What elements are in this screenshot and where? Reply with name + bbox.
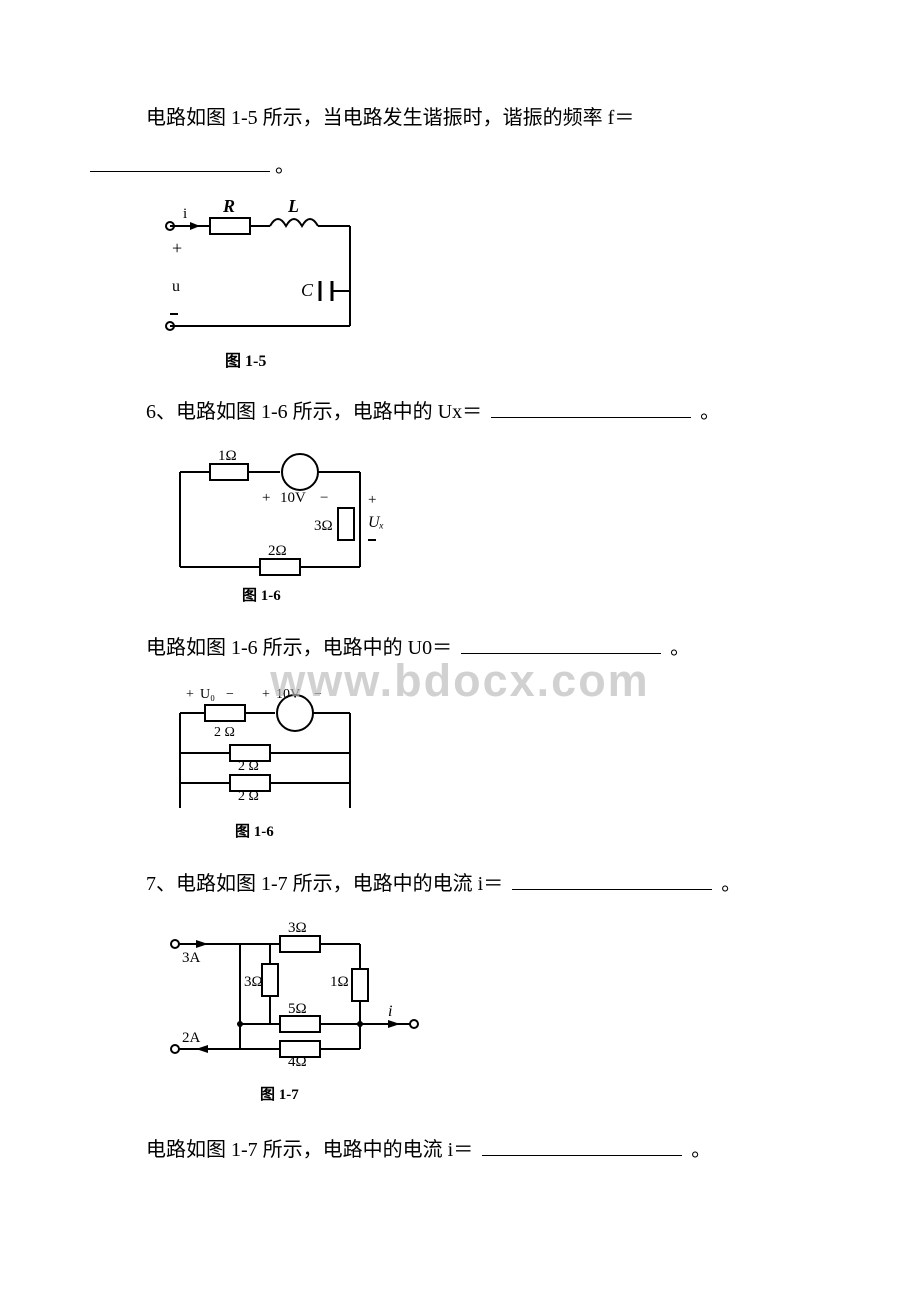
lbl-plus10b: + (262, 687, 270, 702)
q7b-text: 电路如图 1-7 所示，电路中的电流 i＝ (146, 1139, 473, 1161)
q6-line: 6、电路如图 1-6 所示，电路中的 Ux＝ 。 (90, 394, 830, 430)
q7-blank (512, 870, 712, 890)
lbl-2Ω-c: 2 Ω (238, 789, 259, 804)
lbl-L: L (287, 196, 299, 216)
q7b-blank (482, 1136, 682, 1156)
q6-blank (491, 398, 691, 418)
lbl-2Ω-b: 2 Ω (238, 759, 259, 774)
lbl-3A: 3A (182, 950, 201, 966)
q5-text: 电路如图 1-5 所示，当电路发生谐振时，谐振的频率 f＝ (146, 107, 634, 129)
lbl-plus: + (172, 238, 182, 258)
q7-text: 7、电路如图 1-7 所示，电路中的电流 i＝ (146, 873, 503, 895)
q6b-text: 电路如图 1-6 所示，电路中的 U0＝ (146, 637, 452, 659)
q7b-line: 电路如图 1-7 所示，电路中的电流 i＝ 。 (90, 1132, 830, 1168)
lbl-i7: i (388, 1003, 392, 1020)
lbl-plus6: + (262, 490, 270, 506)
lbl-minus6: − (320, 490, 328, 506)
lbl-C: C (301, 280, 314, 300)
lbl-u0: U₀ (200, 687, 215, 702)
q5-line1: 电路如图 1-5 所示，当电路发生谐振时，谐振的频率 f＝ (90, 100, 830, 136)
lbl-ux: Uₓ (368, 514, 384, 531)
fig-1-6b-caption: 图 1-6 (235, 823, 274, 840)
lbl-1Ω: 1Ω (330, 974, 349, 990)
figure-1-7: 3A 3Ω 3Ω 1Ω 5Ω 4Ω 2A i 图 1-7 (150, 914, 830, 1114)
lbl-plus-u0: + (186, 687, 194, 702)
lbl-R: R (222, 196, 235, 216)
lbl-10v: 10V (280, 490, 306, 506)
lbl-minus10b: − (314, 687, 322, 702)
fig-1-7-caption: 图 1-7 (260, 1086, 299, 1103)
lbl-2A: 2A (182, 1030, 201, 1046)
lbl-4Ω: 4Ω (288, 1054, 307, 1070)
lbl-3Ω-top: 3Ω (288, 920, 307, 936)
figure-1-6a: 1Ω + 10V − 3Ω + Uₓ 2Ω 图 1-6 (150, 442, 830, 612)
q7b-period: 。 (691, 1139, 711, 1161)
q5-line2: 。 (90, 148, 830, 184)
lbl-2Ω-a: 2 Ω (214, 725, 235, 740)
q5-period: 。 (275, 155, 295, 177)
lbl-5Ω: 5Ω (288, 1001, 307, 1017)
lbl-i: i (183, 206, 187, 222)
q6-period: 。 (700, 401, 720, 423)
q7-line: 7、电路如图 1-7 所示，电路中的电流 i＝ 。 (90, 866, 830, 902)
lbl-minus-u0: − (226, 687, 234, 702)
lbl-u: u (172, 278, 180, 295)
lbl-plus-ux: + (368, 492, 376, 508)
q6b-line: 电路如图 1-6 所示，电路中的 U0＝ 。 (90, 630, 830, 666)
lbl-1ohm: 1Ω (218, 448, 237, 464)
lbl-10vb: 10V (276, 687, 300, 702)
figure-1-6b: + U₀ − + 10V − 2 Ω 2 Ω 2 Ω 图 1-6 (150, 678, 830, 848)
fig-1-5-caption: 图 1-5 (225, 352, 266, 370)
lbl-3ohm: 3Ω (314, 518, 333, 534)
q6b-period: 。 (670, 637, 690, 659)
q7-period: 。 (721, 873, 741, 895)
lbl-3Ω-v: 3Ω (244, 974, 263, 990)
q5-blank (90, 152, 270, 172)
figure-1-5: i R L C + u 图 1-5 (150, 196, 830, 376)
q6-text: 6、电路如图 1-6 所示，电路中的 Ux＝ (146, 401, 482, 423)
fig-1-6a-caption: 图 1-6 (242, 587, 281, 604)
q6b-blank (461, 634, 661, 654)
lbl-2ohm: 2Ω (268, 543, 287, 559)
